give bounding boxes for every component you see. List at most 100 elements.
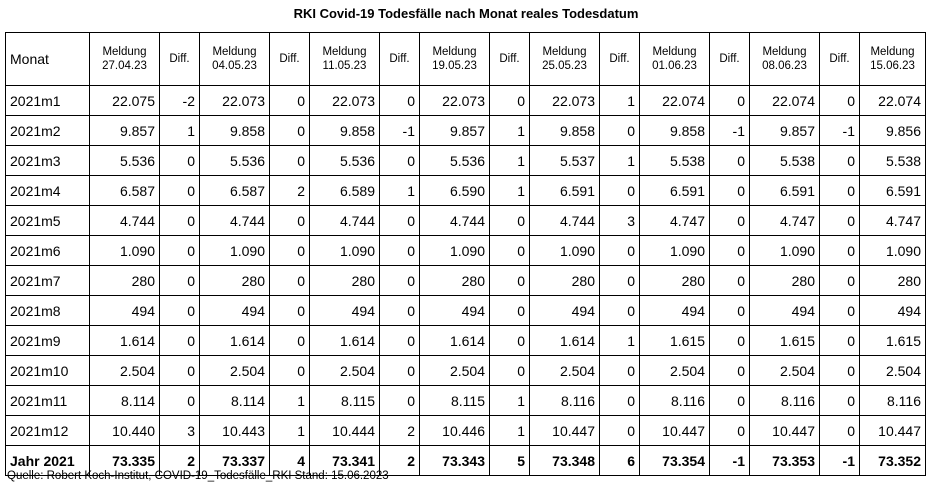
diff-cell: 0 [599, 415, 640, 446]
column-header-meldung: Meldung 08.06.23 [749, 32, 820, 86]
diff-cell: 0 [709, 145, 750, 176]
row-label: 2021m6 [5, 235, 90, 266]
row-label: 2021m7 [5, 265, 90, 296]
meldung-cell: 9.857 [89, 115, 160, 146]
meldung-cell: 22.073 [199, 85, 270, 116]
diff-cell: 0 [709, 295, 750, 326]
table-row: 2021m5 4.744 0 4.744 0 4.744 0 4.744 0 4.744 3 4.74… [5, 205, 926, 236]
diff-cell: 0 [269, 115, 310, 146]
diff-cell: 0 [709, 325, 750, 356]
diff-cell: 0 [159, 355, 200, 386]
meldung-cell: 22.074 [749, 85, 820, 116]
column-header-meldung: Meldung 27.04.23 [89, 32, 160, 86]
row-label: 2021m9 [5, 325, 90, 356]
diff-cell: 1 [159, 115, 200, 146]
diff-cell: 1 [489, 415, 530, 446]
column-header-meldung: Meldung 25.05.23 [529, 32, 600, 86]
meldung-cell: 10.447 [529, 415, 600, 446]
meldung-cell: 6.591 [749, 175, 820, 206]
meldung-cell: 10.447 [859, 415, 926, 446]
diff-cell: 0 [159, 265, 200, 296]
column-header-date: 19.05.23 [432, 60, 477, 72]
deaths-table: Monat Meldung 27.04.23 Diff. Meldung 04.05.23… [5, 32, 926, 476]
meldung-cell: 494 [89, 295, 160, 326]
diff-cell: 0 [709, 175, 750, 206]
meldung-cell: 1.090 [859, 235, 926, 266]
meldung-cell: 2.504 [639, 355, 710, 386]
row-label: 2021m1 [5, 85, 90, 116]
meldung-cell: 6.591 [529, 175, 600, 206]
diff-cell: 3 [159, 415, 200, 446]
meldung-cell: 8.115 [419, 385, 490, 416]
table-row: 2021m6 1.090 0 1.090 0 1.090 0 1.090 0 1.090 0 1.09… [5, 235, 926, 266]
meldung-cell: 73.341 [309, 445, 380, 476]
column-header-date: 01.06.23 [652, 60, 697, 72]
column-header-label: Diff. [389, 53, 410, 65]
meldung-cell: 280 [529, 265, 600, 296]
meldung-cell: 6.589 [309, 175, 380, 206]
diff-cell: 0 [269, 85, 310, 116]
diff-cell: 0 [379, 295, 420, 326]
diff-cell: 0 [489, 205, 530, 236]
column-header-diff: Diff. [819, 32, 860, 86]
meldung-cell: 6.587 [199, 175, 270, 206]
diff-cell: 2 [379, 415, 420, 446]
meldung-cell: 4.744 [89, 205, 160, 236]
diff-cell: -1 [819, 115, 860, 146]
meldung-cell: 8.114 [199, 385, 270, 416]
column-header-label: Meldung [762, 46, 807, 58]
diff-cell: 1 [379, 175, 420, 206]
meldung-cell: 2.504 [749, 355, 820, 386]
diff-cell: 0 [379, 385, 420, 416]
meldung-cell: 6.591 [859, 175, 926, 206]
diff-cell: 0 [269, 205, 310, 236]
diff-cell: 0 [159, 295, 200, 326]
diff-cell: 1 [489, 385, 530, 416]
meldung-cell: 9.858 [309, 115, 380, 146]
diff-cell: 0 [709, 265, 750, 296]
meldung-cell: 2.504 [419, 355, 490, 386]
diff-cell: -1 [379, 115, 420, 146]
meldung-cell: 2.504 [859, 355, 926, 386]
diff-cell: 0 [819, 85, 860, 116]
table-row: 2021m3 5.536 0 5.536 0 5.536 0 5.536 1 5.537 1 5.53… [5, 145, 926, 176]
column-header-date: 11.05.23 [322, 60, 367, 72]
diff-cell: 0 [819, 355, 860, 386]
meldung-cell: 1.614 [419, 325, 490, 356]
diff-cell: 0 [819, 265, 860, 296]
diff-cell: 0 [709, 205, 750, 236]
meldung-cell: 1.090 [749, 235, 820, 266]
meldung-cell: 6.587 [89, 175, 160, 206]
meldung-cell: 4.744 [199, 205, 270, 236]
meldung-cell: 22.074 [859, 85, 926, 116]
diff-cell: 0 [819, 295, 860, 326]
meldung-cell: 9.858 [199, 115, 270, 146]
column-header-label: Meldung [322, 46, 367, 58]
diff-cell: 0 [159, 205, 200, 236]
diff-cell: 1 [489, 115, 530, 146]
diff-cell: -1 [819, 445, 860, 476]
diff-cell: 0 [489, 85, 530, 116]
diff-cell: 0 [489, 235, 530, 266]
diff-cell: 0 [709, 235, 750, 266]
row-label: 2021m4 [5, 175, 90, 206]
diff-cell: 1 [489, 145, 530, 176]
diff-cell: 0 [819, 235, 860, 266]
diff-cell: 0 [489, 355, 530, 386]
diff-cell: 0 [489, 325, 530, 356]
column-header-diff: Diff. [379, 32, 420, 86]
diff-cell: 0 [379, 85, 420, 116]
diff-cell: 0 [709, 85, 750, 116]
meldung-cell: 494 [529, 295, 600, 326]
meldung-cell: 280 [749, 265, 820, 296]
diff-cell: -2 [159, 85, 200, 116]
meldung-cell: 494 [639, 295, 710, 326]
column-header-date: 04.05.23 [212, 60, 257, 72]
meldung-cell: 5.538 [749, 145, 820, 176]
meldung-cell: 1.614 [529, 325, 600, 356]
diff-cell: 0 [269, 325, 310, 356]
diff-cell: 0 [819, 205, 860, 236]
meldung-cell: 73.348 [529, 445, 600, 476]
meldung-cell: 5.536 [309, 145, 380, 176]
meldung-cell: 494 [859, 295, 926, 326]
